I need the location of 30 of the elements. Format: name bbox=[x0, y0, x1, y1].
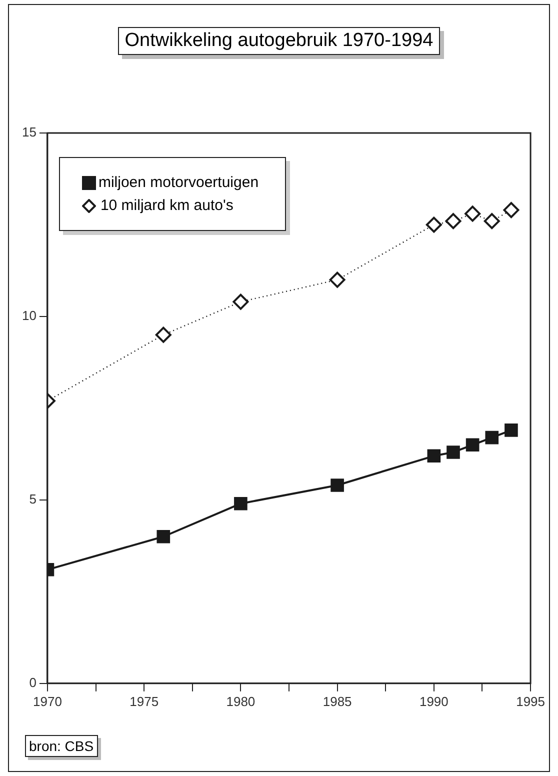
point bbox=[446, 446, 460, 459]
y-tick-label: 15 bbox=[22, 124, 36, 140]
y-tick-label: 10 bbox=[22, 308, 36, 324]
x-tick-label: 1975 bbox=[130, 694, 159, 709]
point bbox=[504, 424, 518, 437]
point bbox=[445, 213, 462, 230]
point bbox=[466, 438, 480, 452]
point bbox=[503, 202, 520, 218]
x-tick-label: 1970 bbox=[33, 694, 62, 709]
point bbox=[232, 294, 249, 310]
point bbox=[234, 496, 248, 510]
y-tick-label: 5 bbox=[29, 492, 36, 507]
text: bron: CBS bbox=[25, 735, 98, 757]
point bbox=[427, 449, 441, 463]
y-tick-label: 0 bbox=[29, 674, 36, 690]
legend-label: miljoen motorvoertuigen bbox=[98, 174, 259, 191]
point bbox=[464, 206, 481, 222]
legend-label: 10 miljard km auto's bbox=[100, 197, 234, 214]
chart-title: Ontwikkeling autogebruik 1970-1994 bbox=[118, 27, 440, 55]
point bbox=[155, 326, 172, 343]
point bbox=[156, 530, 170, 544]
point bbox=[426, 216, 442, 233]
point bbox=[485, 430, 499, 444]
x-tick-label: 1980 bbox=[226, 694, 256, 709]
x-tick-label: 1985 bbox=[322, 694, 352, 709]
point bbox=[330, 478, 344, 492]
x-tick-label: 1990 bbox=[419, 694, 448, 709]
x-tick-label: 1995 bbox=[516, 694, 545, 709]
point bbox=[329, 272, 346, 288]
point bbox=[484, 213, 500, 230]
